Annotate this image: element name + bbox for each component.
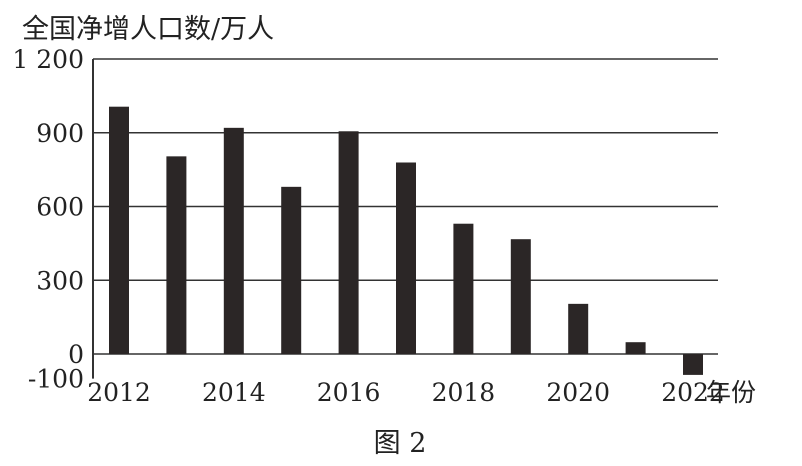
bar-2017 (396, 162, 416, 354)
y-tick-label: 300 (36, 266, 84, 295)
y-tick-label: 900 (36, 119, 84, 148)
bar-2021 (625, 342, 646, 354)
bars (109, 106, 703, 375)
bar-2012 (109, 106, 129, 354)
bar-2022 (683, 354, 703, 375)
x-tick-label: 2022 (661, 378, 725, 407)
x-tick-labels: 2012 2014 2016 2018 2020 2022 (87, 378, 725, 407)
x-tick-label: 2020 (546, 378, 610, 407)
bar-2020 (568, 303, 589, 354)
bar-2016 (338, 131, 359, 354)
x-axis-title: 年份 (706, 378, 756, 407)
x-tick-label: 2012 (87, 378, 151, 407)
bar-2014 (223, 127, 244, 354)
x-tick-label: 2018 (432, 378, 496, 407)
bar-2018 (453, 223, 474, 354)
figure-caption: 图 2 (374, 428, 427, 459)
x-tick-label: 2014 (202, 378, 266, 407)
y-axis-title: 全国净增人口数/万人 (22, 14, 274, 45)
bar-2013 (166, 156, 187, 354)
y-tick-label: 1 200 (12, 45, 84, 74)
bar-2019 (510, 239, 531, 354)
y-tick-label: -100 (28, 365, 84, 394)
y-tick-label: 600 (36, 193, 84, 222)
bar-2015 (281, 186, 302, 354)
x-tick-label: 2016 (317, 378, 381, 407)
y-tick-label: 0 (68, 340, 84, 369)
